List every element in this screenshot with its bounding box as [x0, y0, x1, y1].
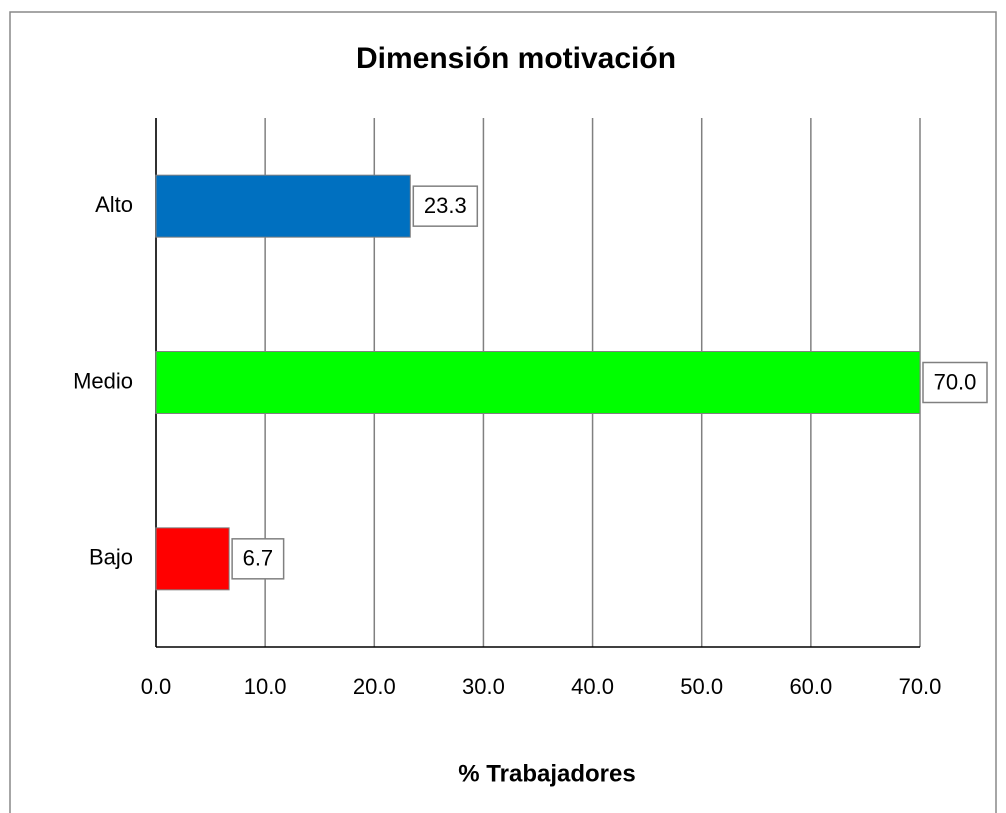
y-tick-label: Medio [73, 368, 133, 393]
x-tick-label: 10.0 [244, 674, 287, 699]
chart-title: Dimensión motivación [356, 42, 676, 75]
y-tick-label: Bajo [89, 545, 133, 570]
data-label: 6.7 [243, 546, 274, 571]
x-tick-label: 0.0 [141, 674, 172, 699]
x-tick-label: 20.0 [353, 674, 396, 699]
x-tick-label: 30.0 [462, 674, 505, 699]
chart-border [9, 11, 997, 813]
x-axis-label: % Trabajadores [458, 760, 635, 787]
data-label-box [922, 361, 988, 404]
bar [155, 174, 411, 238]
y-tick-label: Alto [95, 192, 133, 217]
bar [155, 527, 230, 591]
data-label-box [231, 538, 285, 580]
data-label: 70.0 [934, 369, 977, 394]
data-label: 23.3 [424, 193, 467, 218]
bar [155, 351, 921, 414]
x-tick-label: 70.0 [899, 674, 942, 699]
data-label-box [412, 185, 479, 227]
x-tick-label: 60.0 [789, 674, 832, 699]
x-tick-label: 50.0 [680, 674, 723, 699]
x-tick-label: 40.0 [571, 674, 614, 699]
